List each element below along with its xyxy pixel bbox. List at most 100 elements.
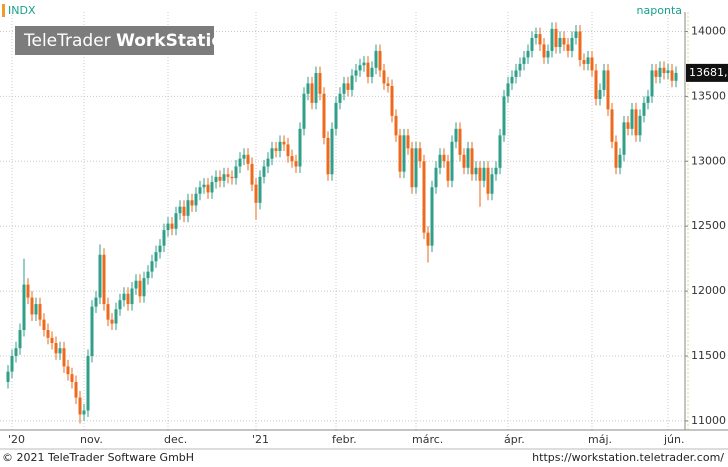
candle-body bbox=[378, 50, 382, 71]
candle-body bbox=[506, 83, 510, 97]
candle-body bbox=[594, 70, 598, 99]
y-tick-label: 12500 bbox=[691, 219, 726, 232]
candle-body bbox=[510, 76, 514, 84]
candle-body bbox=[346, 83, 350, 90]
candle-body bbox=[658, 67, 662, 77]
candle-body bbox=[590, 57, 594, 71]
x-tick-label: ápr. bbox=[504, 433, 525, 446]
candle-body bbox=[654, 70, 658, 77]
candle-body bbox=[666, 70, 670, 74]
candle-body bbox=[298, 128, 302, 167]
candle-body bbox=[626, 122, 630, 129]
candle-body bbox=[310, 83, 314, 103]
candle-body bbox=[178, 206, 182, 214]
candle-body bbox=[442, 154, 446, 162]
interval: naponta bbox=[637, 4, 682, 17]
candle-body bbox=[482, 167, 486, 181]
candle-body bbox=[530, 37, 534, 51]
last-price-label: 13681, bbox=[689, 66, 728, 79]
candle-body bbox=[58, 348, 62, 354]
candle-body bbox=[50, 337, 54, 344]
candle-body bbox=[94, 297, 98, 307]
candle-body bbox=[558, 37, 562, 48]
candle-body bbox=[206, 184, 210, 193]
candle-body bbox=[18, 330, 22, 349]
x-tick-label: máj. bbox=[588, 433, 612, 446]
last-price-box bbox=[686, 63, 728, 82]
candle-body bbox=[578, 31, 582, 61]
candle-body bbox=[234, 166, 238, 179]
candle-body bbox=[114, 309, 118, 324]
candle-body bbox=[470, 148, 474, 175]
candle-body bbox=[438, 154, 442, 168]
candle-body bbox=[42, 319, 46, 331]
candle-body bbox=[542, 44, 546, 58]
candle-body bbox=[226, 174, 230, 177]
candle-body bbox=[586, 57, 590, 64]
candle-body bbox=[514, 70, 518, 77]
candle-body bbox=[214, 176, 218, 183]
candle-body bbox=[262, 166, 266, 177]
candle-body bbox=[162, 230, 166, 246]
x-tick-label: dec. bbox=[164, 433, 187, 446]
candle-body bbox=[190, 200, 194, 206]
candle-body bbox=[186, 200, 190, 216]
x-tick-label: márc. bbox=[412, 433, 443, 446]
candle-body bbox=[130, 288, 134, 305]
candle-body bbox=[202, 184, 206, 188]
candle-body bbox=[74, 381, 78, 398]
candle-body bbox=[350, 75, 354, 90]
x-tick-label: nov. bbox=[80, 433, 103, 446]
candle-body bbox=[646, 96, 650, 103]
symbol: INDX bbox=[8, 4, 36, 17]
candle-body bbox=[598, 89, 602, 99]
candle-body bbox=[518, 63, 522, 71]
candle-body bbox=[674, 72, 678, 81]
candle-body bbox=[554, 28, 558, 48]
candle-body bbox=[154, 252, 158, 262]
candle-body bbox=[334, 102, 338, 129]
candle-body bbox=[662, 67, 666, 74]
candle-body bbox=[538, 34, 542, 45]
candle-body bbox=[138, 280, 142, 297]
candle-body bbox=[330, 128, 334, 175]
candle-body bbox=[342, 83, 346, 94]
candle-body bbox=[422, 161, 426, 233]
candle-body bbox=[618, 154, 622, 168]
candle-body bbox=[434, 167, 438, 188]
candle-body bbox=[550, 28, 554, 51]
candle-body bbox=[606, 70, 610, 110]
candle-body bbox=[386, 83, 390, 86]
candle-body bbox=[38, 304, 42, 320]
plot-area bbox=[0, 12, 685, 430]
candle-body bbox=[366, 62, 370, 77]
candle-body bbox=[526, 50, 530, 58]
candle-body bbox=[430, 187, 434, 246]
candle-body bbox=[414, 148, 418, 188]
candle-body bbox=[486, 167, 490, 194]
x-tick-label: '20 bbox=[8, 433, 25, 446]
candle-body bbox=[86, 356, 90, 411]
candle-body bbox=[522, 57, 526, 64]
candle-body bbox=[238, 158, 242, 167]
candle-body bbox=[426, 232, 430, 246]
candle-body bbox=[306, 83, 310, 94]
candle-body bbox=[78, 397, 82, 415]
y-tick-label: 12000 bbox=[691, 284, 726, 297]
y-tick-label: 13000 bbox=[691, 154, 726, 167]
candle-body bbox=[546, 50, 550, 58]
candle-body bbox=[610, 109, 614, 142]
logo-brand: TeleTrader bbox=[23, 31, 111, 51]
candle-body bbox=[66, 366, 70, 375]
candle-body bbox=[230, 176, 234, 179]
candle-body bbox=[182, 206, 186, 216]
candle-body bbox=[498, 135, 502, 168]
candle-body bbox=[490, 174, 494, 194]
candle-body bbox=[474, 167, 478, 175]
candle-body bbox=[402, 135, 406, 172]
candle-body bbox=[294, 161, 298, 167]
candle-body bbox=[502, 96, 506, 136]
candle-body bbox=[34, 304, 38, 315]
candle-body bbox=[242, 154, 246, 159]
